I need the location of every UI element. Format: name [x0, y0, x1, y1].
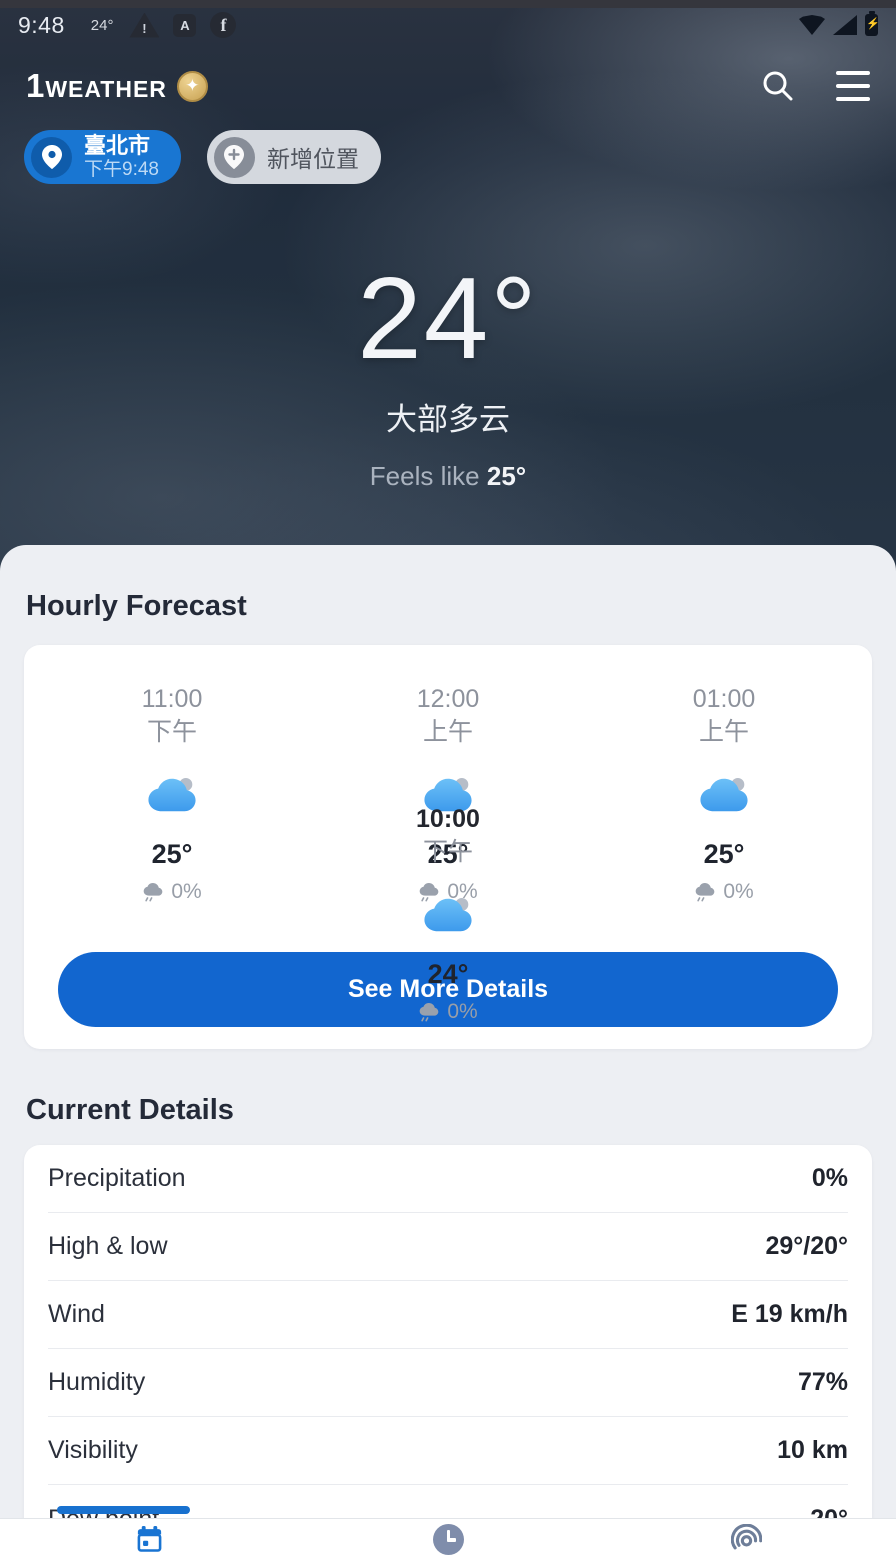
cloudy-night-icon: [698, 775, 750, 815]
location-pin-icon: [31, 136, 72, 178]
detail-value: 10 km: [777, 1436, 848, 1464]
detail-value: 0%: [811, 1164, 848, 1192]
hour-precip: 0%: [142, 880, 202, 904]
current-temperature: 24°: [357, 253, 539, 383]
hour-temp: 25°: [151, 839, 193, 869]
detail-label: Humidity: [48, 1368, 146, 1396]
detail-label: Visibility: [48, 1436, 138, 1464]
hour-precip: 0%: [694, 880, 754, 904]
detail-label: Wind: [48, 1300, 105, 1328]
hourly-item[interactable]: 10:00 下午 24° 0%: [0, 803, 896, 1024]
detail-value: 77%: [797, 1368, 848, 1396]
location-time: 下午9:48: [84, 158, 159, 180]
feels-like-value: 25°: [486, 460, 527, 491]
nav-tab-today[interactable]: [0, 1519, 299, 1556]
precip-value: 0%: [723, 880, 754, 903]
hour-period: 上午: [422, 718, 473, 746]
location-name: 臺北市: [84, 133, 151, 159]
rain-icon: [695, 882, 715, 901]
scroll-indicator: [57, 1506, 190, 1514]
add-location-label: 新增位置: [266, 146, 359, 172]
feels-like: Feels like 25°: [0, 461, 896, 492]
top-strip: [0, 0, 896, 8]
cloudy-night-icon: [422, 895, 474, 935]
hourly-item[interactable]: 01:00 上午 25° 0%: [586, 683, 862, 904]
detail-row: Humidity 77%: [48, 1349, 848, 1417]
current-details-card: Precipitation 0% High & low 29°/20° Wind…: [24, 1145, 872, 1553]
current-conditions: 24° 大部多云 Feels like 25°: [0, 253, 896, 492]
rain-icon: [419, 882, 439, 901]
current-condition: 大部多云: [386, 401, 510, 437]
rain-icon: [419, 1002, 439, 1021]
battery-icon: [865, 11, 880, 36]
app-bar: 1weather ✦: [0, 56, 896, 116]
rain-icon: [143, 882, 163, 901]
clock-icon: [432, 1524, 464, 1555]
hourly-row: 10:00 下午 24° 0% 11:00 下午 25° 0% 12:00 上午…: [34, 683, 862, 1023]
search-icon[interactable]: [760, 68, 796, 104]
see-more-details-button[interactable]: See More Details: [58, 952, 838, 1027]
hourly-item[interactable]: 11:00 下午 25° 0%: [34, 683, 310, 904]
app-a-icon: A: [173, 13, 197, 37]
premium-star-icon[interactable]: ✦: [176, 70, 208, 102]
sky-background: [0, 0, 896, 585]
wifi-icon: [799, 15, 825, 35]
precip-value: 0%: [447, 1000, 478, 1023]
status-time: 9:48: [18, 11, 65, 38]
warning-icon: !: [129, 12, 160, 38]
facebook-icon: f: [210, 12, 237, 38]
hour-precip: 0%: [418, 1000, 478, 1024]
location-chip-taipei[interactable]: 臺北市 下午9:48: [24, 130, 181, 184]
cloudy-night-icon: [146, 775, 198, 815]
hourly-forecast-card: 10:00 下午 24° 0% 11:00 下午 25° 0% 12:00 上午…: [24, 645, 872, 1049]
detail-row: High & low 29°/20°: [48, 1213, 848, 1281]
signal-icon: [833, 15, 857, 35]
hourly-forecast-title: Hourly Forecast: [26, 590, 247, 622]
detail-value: E 19 km/h: [731, 1300, 848, 1328]
feels-like-label: Feels like: [369, 460, 480, 491]
menu-icon[interactable]: [836, 71, 870, 101]
hour-time: 01:00: [692, 685, 756, 713]
location-chips: 臺北市 下午9:48 新增位置: [24, 130, 381, 184]
precip-value: 0%: [171, 880, 202, 903]
precip-value: 0%: [447, 880, 478, 903]
nav-tab-hourly[interactable]: [299, 1519, 598, 1556]
detail-label: High & low: [48, 1232, 168, 1260]
app-logo: 1weather: [26, 67, 167, 104]
detail-label: Precipitation: [48, 1164, 186, 1192]
hour-precip: 0%: [418, 880, 478, 904]
detail-row: Wind E 19 km/h: [48, 1281, 848, 1349]
hourly-item[interactable]: 12:00 上午 25° 0%: [310, 683, 586, 904]
content-sheet: Hourly Forecast 10:00 下午 24° 0% 11:00 下午…: [0, 545, 896, 1556]
hour-temp: 25°: [703, 839, 745, 869]
status-bar: 9:48 24° ! A f: [0, 8, 896, 42]
cloudy-night-icon: [422, 775, 474, 815]
current-details-title: Current Details: [26, 1094, 234, 1126]
add-location-chip[interactable]: 新增位置: [206, 130, 381, 184]
nav-tab-radar[interactable]: [597, 1519, 896, 1556]
hour-time: 10:00: [416, 805, 480, 833]
hour-temp: 24°: [427, 959, 469, 989]
add-location-pin-icon: [213, 136, 255, 178]
calendar-icon: [137, 1525, 162, 1552]
hour-time: 11:00: [141, 685, 203, 713]
hour-period: 下午: [422, 838, 473, 866]
hour-temp: 25°: [427, 839, 469, 869]
status-temp: 24°: [90, 16, 114, 34]
hour-period: 上午: [698, 718, 749, 746]
hour-time: 12:00: [416, 685, 480, 713]
detail-row: Precipitation 0%: [48, 1145, 848, 1213]
hour-period: 下午: [146, 718, 197, 746]
detail-row: Visibility 10 km: [48, 1417, 848, 1485]
detail-value: 29°/20°: [765, 1232, 848, 1260]
radar-icon: [731, 1524, 763, 1550]
bottom-navigation: [0, 1519, 896, 1556]
